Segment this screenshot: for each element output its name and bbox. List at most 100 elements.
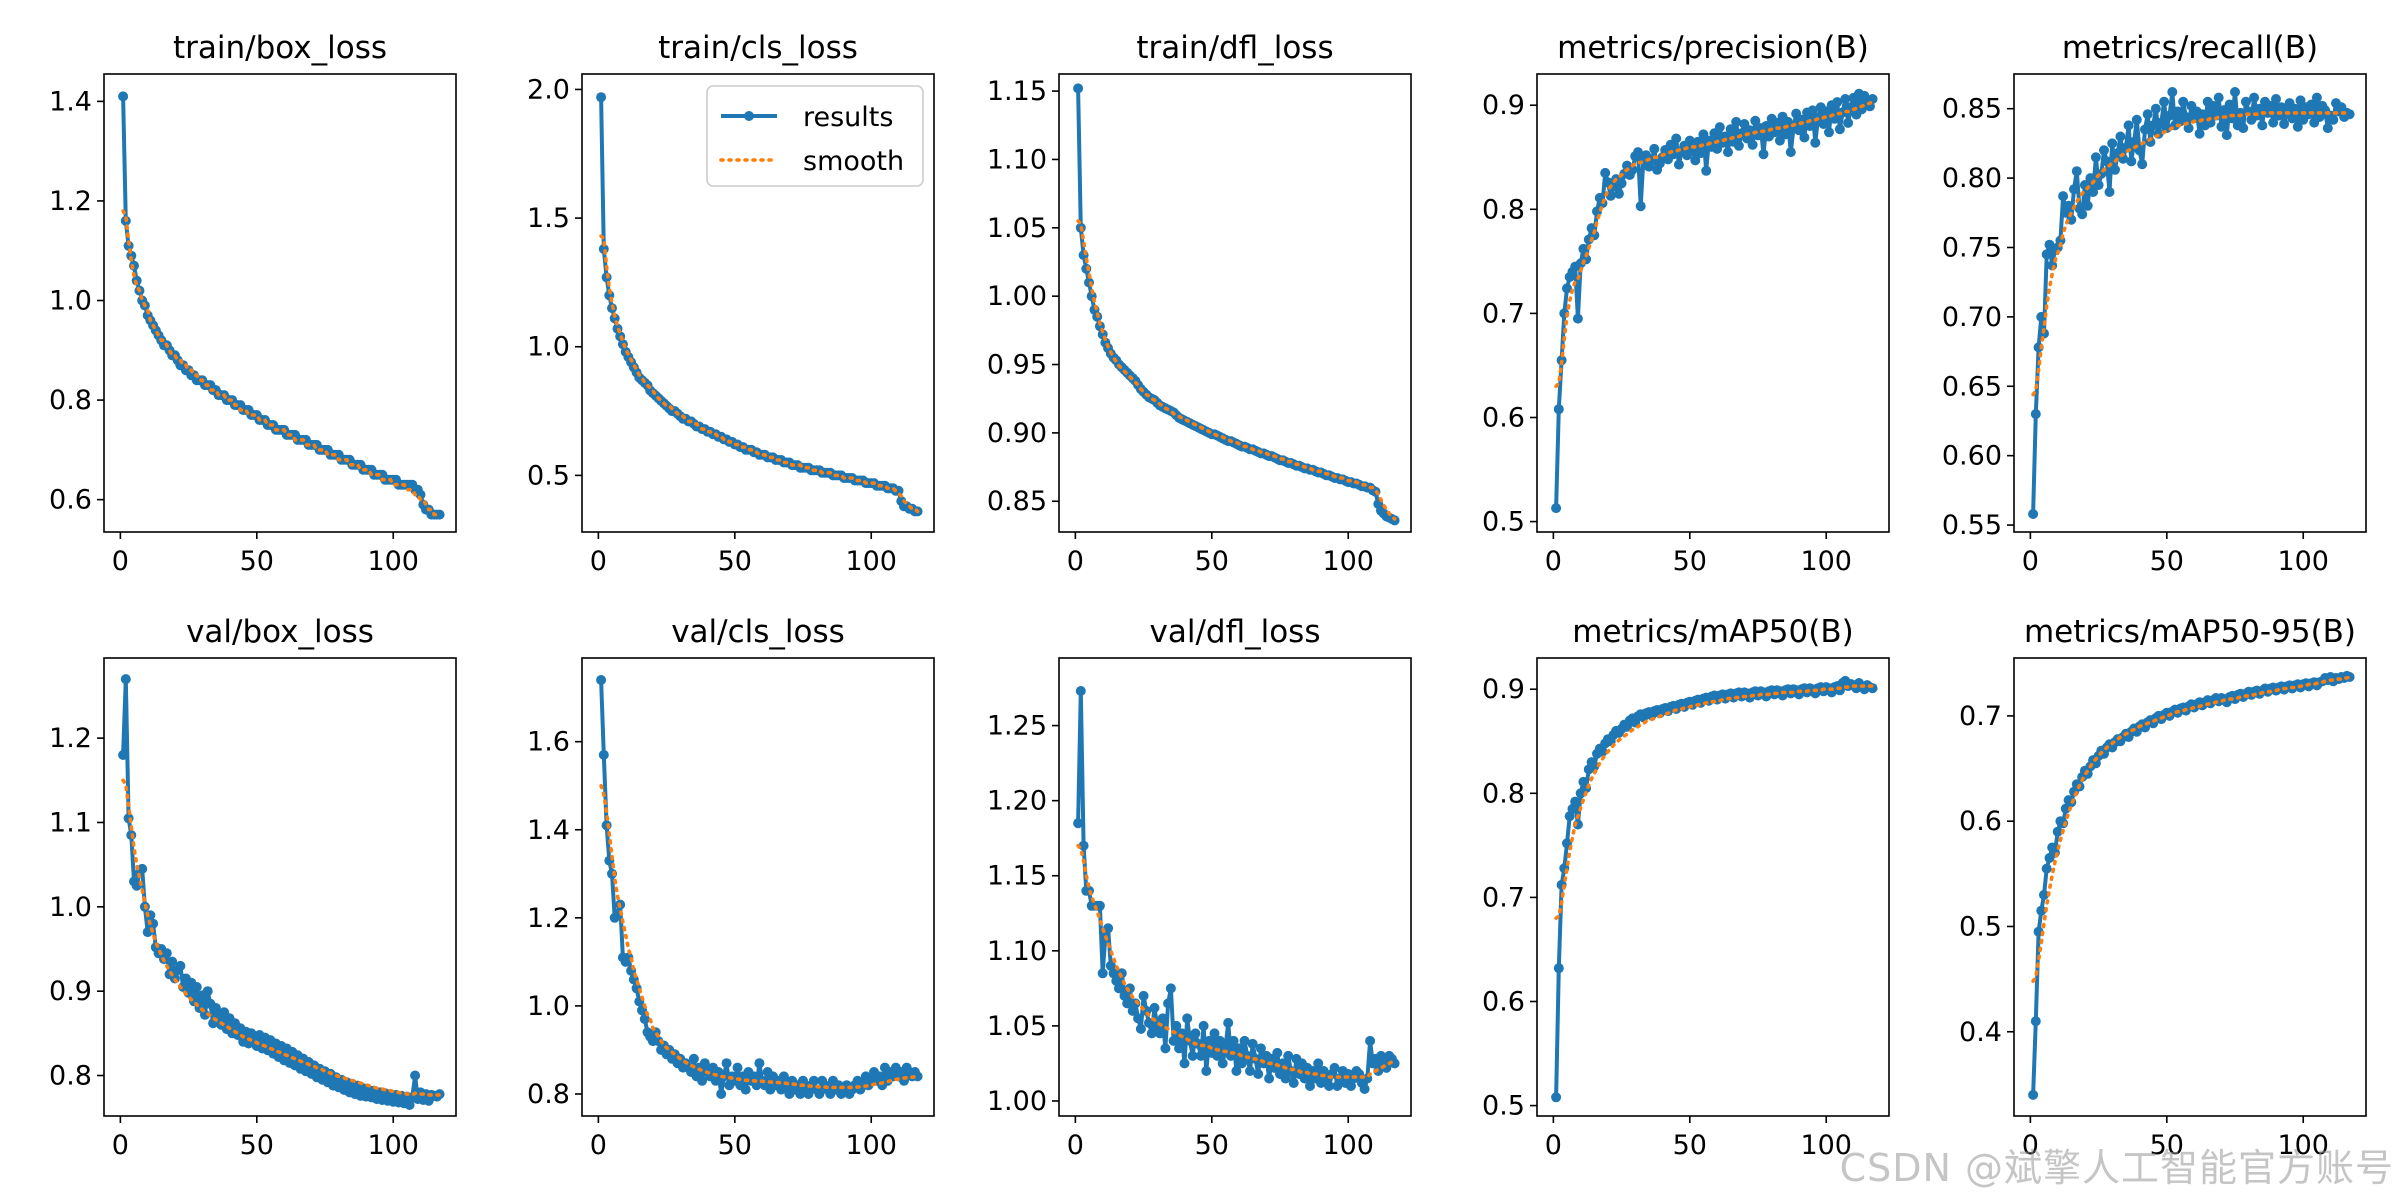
axes-frame — [2013, 657, 2367, 1117]
x-tick-label: 0 — [1545, 546, 1562, 577]
results-point — [1578, 243, 1589, 254]
results-point — [697, 1075, 708, 1086]
subplot-5: metrics/recall(B) 0 50 100 0.55 0.60 0.65 0.70 0… — [1942, 30, 2367, 577]
results-point — [2180, 112, 2191, 122]
x-tick-label: 50 — [718, 546, 752, 577]
y-tick-label: 2.0 — [527, 74, 570, 105]
results-point — [2082, 200, 2093, 211]
smooth-line — [1076, 219, 1397, 521]
results-point — [1111, 975, 1122, 986]
results-point — [2039, 889, 2049, 900]
y-tick-label: 1.2 — [49, 186, 92, 217]
results-point — [1168, 1035, 1179, 1046]
results-point — [118, 750, 129, 760]
results-point — [740, 1084, 751, 1095]
smooth-line — [1554, 684, 1875, 921]
y-tick-label: 0.9 — [1482, 674, 1525, 705]
results-point — [2131, 114, 2142, 125]
results-point — [2287, 113, 2298, 124]
y-tick-label: 1.0 — [49, 286, 92, 317]
axes-frame — [1536, 73, 1890, 533]
results-point — [2088, 187, 2099, 197]
results-point — [1313, 1058, 1324, 1069]
y-tick-label: 0.70 — [1942, 302, 2002, 333]
results-point — [1807, 105, 1818, 116]
results-point — [1127, 1005, 1138, 1016]
results-point — [1318, 1066, 1329, 1076]
x-tick-label: 0 — [112, 546, 129, 577]
results-point — [1179, 1058, 1190, 1069]
x-tick-label: 50 — [1195, 546, 1229, 577]
results-point — [2265, 100, 2276, 111]
x-tick-label: 100 — [1800, 1130, 1852, 1161]
results-point — [2268, 117, 2279, 128]
subplot-title: metrics/recall(B) — [2062, 30, 2318, 66]
results-point — [2137, 159, 2148, 170]
y-tick-label: 0.5 — [1959, 911, 2002, 942]
smooth-line — [2031, 111, 2352, 397]
results-point — [2142, 109, 2153, 120]
results-point — [1804, 121, 1815, 131]
x-tick-label: 50 — [240, 546, 274, 577]
results-point — [2216, 121, 2227, 132]
y-tick-label: 0.8 — [527, 1079, 570, 1110]
results-point — [1671, 133, 1682, 144]
y-tick-label: 0.8 — [49, 1061, 92, 1092]
results-point — [1633, 147, 1643, 158]
results-point — [1245, 1066, 1255, 1076]
subplot-10: metrics/mAP50-95(B) 0 50 100 0.4 0.5 0.6 0.7 — [1959, 614, 2367, 1161]
plot-area — [2028, 87, 2355, 519]
subplot-title: val/box_loss — [186, 614, 374, 650]
x-tick-label: 50 — [1673, 1130, 1707, 1161]
results-point — [688, 1053, 699, 1064]
results-point — [1785, 147, 1796, 158]
x-tick-label: 0 — [1067, 546, 1084, 577]
results-point — [1365, 1035, 1376, 1046]
results-point — [1690, 155, 1701, 166]
legend: results smooth — [706, 85, 924, 187]
results-point — [2213, 92, 2224, 103]
results-line — [2031, 673, 2351, 1095]
subplot-title: train/cls_loss — [658, 30, 858, 66]
results-point — [126, 250, 137, 261]
results-point — [1215, 1035, 1225, 1046]
results-point — [2063, 200, 2074, 211]
results-point — [1114, 983, 1124, 994]
results-point — [1146, 1028, 1157, 1039]
results-point — [1163, 998, 1174, 1009]
results-point — [1105, 960, 1116, 971]
results-line — [1076, 689, 1397, 1091]
plot-area — [1551, 675, 1878, 1103]
results-point — [1190, 1028, 1201, 1039]
y-tick-label: 0.90 — [987, 418, 1047, 449]
results-point — [2290, 103, 2301, 114]
y-tick-label: 0.5 — [527, 460, 570, 491]
x-tick-label: 0 — [1067, 1130, 1084, 1161]
axes-frame — [2013, 73, 2367, 533]
results-point — [1255, 1043, 1266, 1054]
results-point — [1840, 94, 1851, 104]
y-tick-label: 0.6 — [49, 485, 92, 516]
legend-results-label: results — [803, 102, 893, 133]
y-tick-label: 0.55 — [1942, 510, 2002, 541]
results-point — [1155, 1028, 1165, 1039]
results-point — [175, 960, 186, 971]
results-point — [1695, 148, 1706, 159]
results-point — [1750, 115, 1761, 126]
results-point — [596, 92, 607, 103]
results-point — [2110, 164, 2120, 175]
results-point — [1217, 1058, 1228, 1069]
results-point — [1171, 1020, 1182, 1031]
subplot-title: val/cls_loss — [671, 614, 845, 650]
results-point — [1332, 1081, 1343, 1091]
results-point — [1144, 1017, 1154, 1028]
results-point — [1824, 127, 1834, 138]
subplot-title: metrics/precision(B) — [1557, 30, 1869, 66]
results-point — [803, 1089, 814, 1099]
y-tick-label: 0.9 — [49, 976, 92, 1007]
y-tick-label: 1.6 — [527, 727, 570, 758]
results-point — [1627, 164, 1638, 175]
plot-area — [118, 91, 445, 520]
results-point — [1747, 139, 1758, 150]
